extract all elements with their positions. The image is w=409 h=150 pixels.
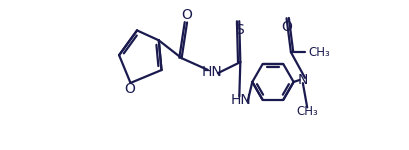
- Text: S: S: [234, 23, 243, 37]
- Text: HN: HN: [201, 65, 222, 79]
- Text: CH₃: CH₃: [308, 46, 329, 59]
- Text: CH₃: CH₃: [296, 105, 317, 118]
- Text: O: O: [124, 82, 135, 96]
- Text: O: O: [181, 8, 192, 22]
- Text: HN: HN: [231, 93, 251, 107]
- Text: N: N: [297, 73, 307, 87]
- Text: O: O: [281, 20, 291, 34]
